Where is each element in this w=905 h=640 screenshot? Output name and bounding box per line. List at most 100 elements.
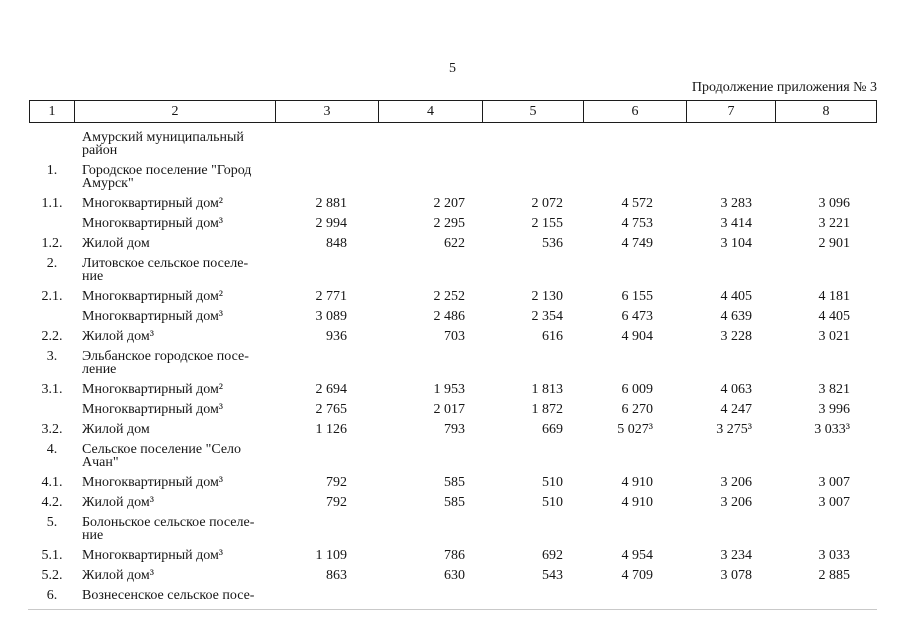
value-col-3: 863 <box>326 568 347 583</box>
value-col-5: 510 <box>542 475 563 490</box>
value-col-8: 3 021 <box>818 329 851 344</box>
value-col-7 <box>687 589 776 602</box>
row-number: 3.2. <box>41 422 63 437</box>
value-col-4 <box>379 350 483 376</box>
value-col-7 <box>687 443 776 469</box>
value-col-4: 2 207 <box>433 196 466 211</box>
value-col-4: 585 <box>444 495 465 510</box>
value-col-4: 2 017 <box>433 402 466 417</box>
value-col-7: 3 078 <box>720 568 753 583</box>
value-col-5: 692 <box>542 548 563 563</box>
table-row: 3. Эльбанское городское посе- ление <box>29 350 878 377</box>
value-col-4: 2 252 <box>433 289 466 304</box>
value-col-6: 5 027³ <box>617 422 653 437</box>
value-col-3 <box>276 443 379 469</box>
value-col-3 <box>276 516 379 542</box>
row-number: 3.1. <box>41 382 63 397</box>
row-number <box>29 217 75 230</box>
value-col-4 <box>379 443 483 469</box>
page-number: 5 <box>449 61 456 76</box>
value-col-6: 4 904 <box>621 329 654 344</box>
column-header-5: 5 <box>483 100 584 123</box>
row-number: 1.1. <box>41 196 63 211</box>
value-col-4: 786 <box>444 548 465 563</box>
value-col-6 <box>584 257 687 283</box>
table-row: 5.2. Жилой дом³ 863 630 543 4 709 3 078 … <box>29 568 878 583</box>
table-row: 5.1. Многоквартирный дом³ 1 109 786 692 … <box>29 548 878 563</box>
row-number: 5.1. <box>41 548 63 563</box>
value-col-3 <box>276 589 379 602</box>
table-row: 4.2. Жилой дом³ 792 585 510 4 910 3 206 … <box>29 495 878 510</box>
value-col-8: 3 996 <box>818 402 851 417</box>
row-number: 5.2. <box>41 568 63 583</box>
column-header-6: 6 <box>584 100 687 123</box>
value-col-6: 4 910 <box>621 495 654 510</box>
value-col-7 <box>687 257 776 283</box>
column-header-8: 8 <box>776 100 877 123</box>
column-header-4: 4 <box>379 100 483 123</box>
value-col-6 <box>584 350 687 376</box>
value-col-8: 3 221 <box>818 216 851 231</box>
table-row: 2. Литовское сельское поселе- ние <box>29 257 878 284</box>
value-col-4: 2 295 <box>433 216 466 231</box>
column-header-7: 7 <box>687 100 776 123</box>
value-col-7 <box>687 164 776 190</box>
value-col-8 <box>776 350 877 376</box>
row-label: Вознесенское сельское посе- <box>82 588 255 603</box>
row-label: Жилой дом³ <box>82 495 154 510</box>
value-col-6: 4 753 <box>621 216 654 231</box>
value-col-4 <box>379 131 483 157</box>
row-label: Многоквартирный дом³ <box>82 402 224 417</box>
value-col-4: 703 <box>444 329 465 344</box>
value-col-5: 510 <box>542 495 563 510</box>
row-label: Сельское поселение "Село Ачан" <box>82 442 242 470</box>
value-col-5 <box>483 164 584 190</box>
value-col-7: 3 283 <box>720 196 753 211</box>
column-header-3: 3 <box>276 100 379 123</box>
value-col-3: 792 <box>326 495 347 510</box>
value-col-3 <box>276 164 379 190</box>
value-col-7: 3 206 <box>720 475 753 490</box>
value-col-3 <box>276 257 379 283</box>
value-col-3: 2 771 <box>315 289 348 304</box>
row-label: Многоквартирный дом³ <box>82 475 224 490</box>
value-col-3 <box>276 131 379 157</box>
value-col-6: 4 572 <box>621 196 654 211</box>
row-number <box>29 403 75 416</box>
value-col-8 <box>776 257 877 283</box>
value-col-8: 3 007 <box>818 495 851 510</box>
table-row: Многоквартирный дом³ 2 765 2 017 1 872 6… <box>29 402 878 417</box>
value-col-8 <box>776 131 877 157</box>
appendix-table: 1 2 3 4 5 6 7 8 Амурский муниципальный р… <box>29 100 878 609</box>
column-header-1: 1 <box>29 100 75 123</box>
table-row: 2.2. Жилой дом³ 936 703 616 4 904 3 228 … <box>29 329 878 344</box>
value-col-6 <box>584 164 687 190</box>
column-header-2: 2 <box>75 100 276 123</box>
table-row: Амурский муниципальный район <box>29 131 878 158</box>
table-header-row: 1 2 3 4 5 6 7 8 <box>29 100 878 123</box>
row-label: Городское поселение "Город Амурск" <box>82 163 252 191</box>
value-col-6: 6 155 <box>621 289 654 304</box>
table-row: 3.2. Жилой дом 1 126 793 669 5 027³ 3 27… <box>29 422 878 437</box>
value-col-4 <box>379 516 483 542</box>
table-row: 2.1. Многоквартирный дом² 2 771 2 252 2 … <box>29 289 878 304</box>
table-row: 6. Вознесенское сельское посе- <box>29 588 878 603</box>
value-col-8: 4 405 <box>818 309 851 324</box>
value-col-5 <box>483 350 584 376</box>
value-col-3: 1 109 <box>315 548 348 563</box>
value-col-7: 3 228 <box>720 329 753 344</box>
table-row: Многоквартирный дом³ 2 994 2 295 2 155 4… <box>29 216 878 231</box>
value-col-5: 2 155 <box>531 216 564 231</box>
row-number: 1.2. <box>41 236 63 251</box>
value-col-4: 2 486 <box>433 309 466 324</box>
value-col-4 <box>379 164 483 190</box>
value-col-6 <box>584 443 687 469</box>
value-col-7: 4 063 <box>720 382 753 397</box>
row-label: Многоквартирный дом² <box>82 382 224 397</box>
row-number: 5. <box>46 515 58 530</box>
table-row: 3.1. Многоквартирный дом² 2 694 1 953 1 … <box>29 382 878 397</box>
value-col-6: 6 270 <box>621 402 654 417</box>
value-col-6 <box>584 516 687 542</box>
value-col-4 <box>379 257 483 283</box>
